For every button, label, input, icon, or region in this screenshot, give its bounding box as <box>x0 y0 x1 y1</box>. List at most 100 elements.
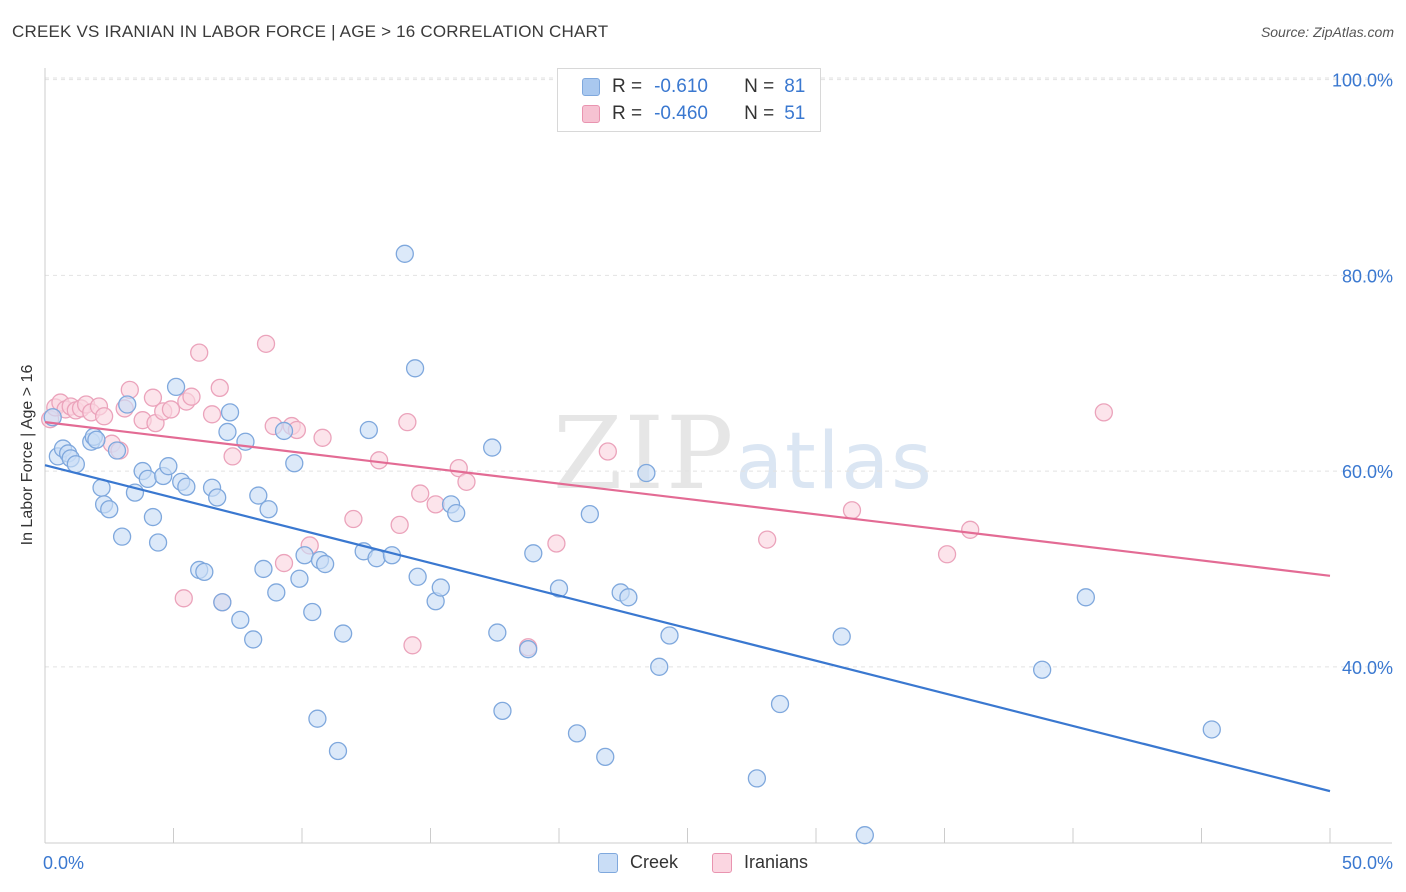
creek-point <box>220 403 240 422</box>
legend-item-creek: Creek <box>597 852 678 873</box>
legend-label-iranians: Iranians <box>743 852 809 872</box>
creek-point <box>218 422 237 442</box>
creek-point <box>66 455 85 474</box>
creek-point <box>87 430 106 449</box>
creek-point <box>447 504 466 523</box>
iranians-point <box>961 520 980 539</box>
y-tick-label: 80.0% <box>1342 266 1393 286</box>
creek-point <box>405 359 425 378</box>
creek-point <box>259 500 278 519</box>
creek-point <box>254 559 273 579</box>
creek-point <box>231 610 250 629</box>
x-tick-label: 50.0% <box>1342 853 1393 873</box>
creek-point <box>159 457 178 476</box>
creek-point <box>107 441 127 460</box>
series-legend: Creek Iranians <box>0 852 1406 873</box>
creek-point <box>1076 588 1095 607</box>
creek-point <box>285 454 304 473</box>
creek-point <box>832 627 851 646</box>
creek-trend-line <box>44 464 1331 793</box>
iranians-point <box>223 447 242 466</box>
n-value: 81 <box>784 76 806 97</box>
n-key: N = <box>744 76 775 97</box>
iranians-points <box>40 334 1113 657</box>
x-tick-label: 0.0% <box>43 853 84 873</box>
iranians-point <box>547 534 566 553</box>
creek-point <box>303 602 322 622</box>
correlation-legend: R = -0.610 N = 81 R = -0.460 N = 51 <box>557 68 821 132</box>
creek-point <box>195 562 214 582</box>
tick-labels: 100.0% 80.0% 60.0% 40.0% 0.0% 50.0% <box>43 71 1393 873</box>
creek-point <box>580 504 599 524</box>
iranians-point <box>598 442 617 461</box>
creek-point <box>549 579 569 598</box>
creek-point <box>524 544 543 563</box>
source-label: Source: ZipAtlas.com <box>1260 24 1394 40</box>
legend-item-iranians: Iranians <box>711 852 809 873</box>
iranians-point <box>403 636 422 655</box>
creek-points <box>43 244 1221 845</box>
iranians-point <box>411 484 430 503</box>
creek-swatch <box>582 78 600 96</box>
iranians-point <box>1094 403 1113 422</box>
legend-row-iranians: R = -0.460 N = 51 <box>582 103 805 125</box>
iranians-point <box>344 509 363 529</box>
iranians-point <box>842 501 862 520</box>
creek-point <box>619 588 638 607</box>
axes <box>44 68 1392 844</box>
iranians-point <box>161 400 181 419</box>
creek-point <box>328 741 348 761</box>
creek-point <box>596 747 615 767</box>
iranians-point <box>390 515 409 535</box>
creek-point <box>100 500 119 519</box>
watermark: ZIPatlas <box>553 395 934 512</box>
r-value: -0.610 <box>654 76 708 97</box>
creek-point <box>359 420 378 440</box>
creek-point <box>112 527 132 546</box>
creek-point <box>315 554 335 574</box>
creek-point <box>166 377 186 397</box>
creek-point <box>138 469 157 489</box>
creek-point <box>213 593 232 612</box>
creek-point <box>148 533 168 552</box>
creek-point <box>274 421 294 441</box>
creek-point <box>333 624 353 643</box>
iranians-point <box>937 545 957 564</box>
watermark-zip: ZIP <box>553 395 736 512</box>
creek-point <box>855 826 874 845</box>
n-value: 51 <box>784 103 806 124</box>
iranians-point <box>758 530 777 549</box>
creek-point <box>308 709 327 728</box>
iranians-point <box>190 343 209 362</box>
creek-point <box>567 724 587 743</box>
creek-point <box>290 569 309 588</box>
iranians-point <box>94 407 114 426</box>
iranians-point <box>210 378 229 398</box>
creek-point <box>249 486 268 505</box>
y-tick-label: 40.0% <box>1342 658 1393 678</box>
creek-point <box>1202 720 1221 739</box>
creek-point <box>660 626 679 645</box>
creek-point <box>177 477 196 496</box>
iranians-point <box>274 553 294 573</box>
creek-point <box>650 657 669 676</box>
creek-point <box>488 623 507 642</box>
creek-point <box>244 630 263 649</box>
iranians-trend-line <box>44 421 1331 577</box>
r-key: R = <box>612 103 643 124</box>
creek-swatch <box>597 852 618 873</box>
iranians-point <box>256 334 276 353</box>
chart-title: CREEK VS IRANIAN IN LABOR FORCE | AGE > … <box>12 22 609 41</box>
creek-point <box>431 578 450 597</box>
r-key: R = <box>612 76 643 97</box>
iranians-swatch <box>711 852 732 873</box>
y-tick-label: 100.0% <box>1332 71 1393 91</box>
creek-point <box>519 640 538 659</box>
creek-point <box>118 395 137 414</box>
iranians-point <box>426 495 445 514</box>
creek-point <box>747 769 767 788</box>
legend-row-creek: R = -0.610 N = 81 <box>582 76 805 98</box>
creek-point <box>483 438 502 457</box>
iranians-point <box>174 589 193 608</box>
creek-point <box>367 549 386 568</box>
